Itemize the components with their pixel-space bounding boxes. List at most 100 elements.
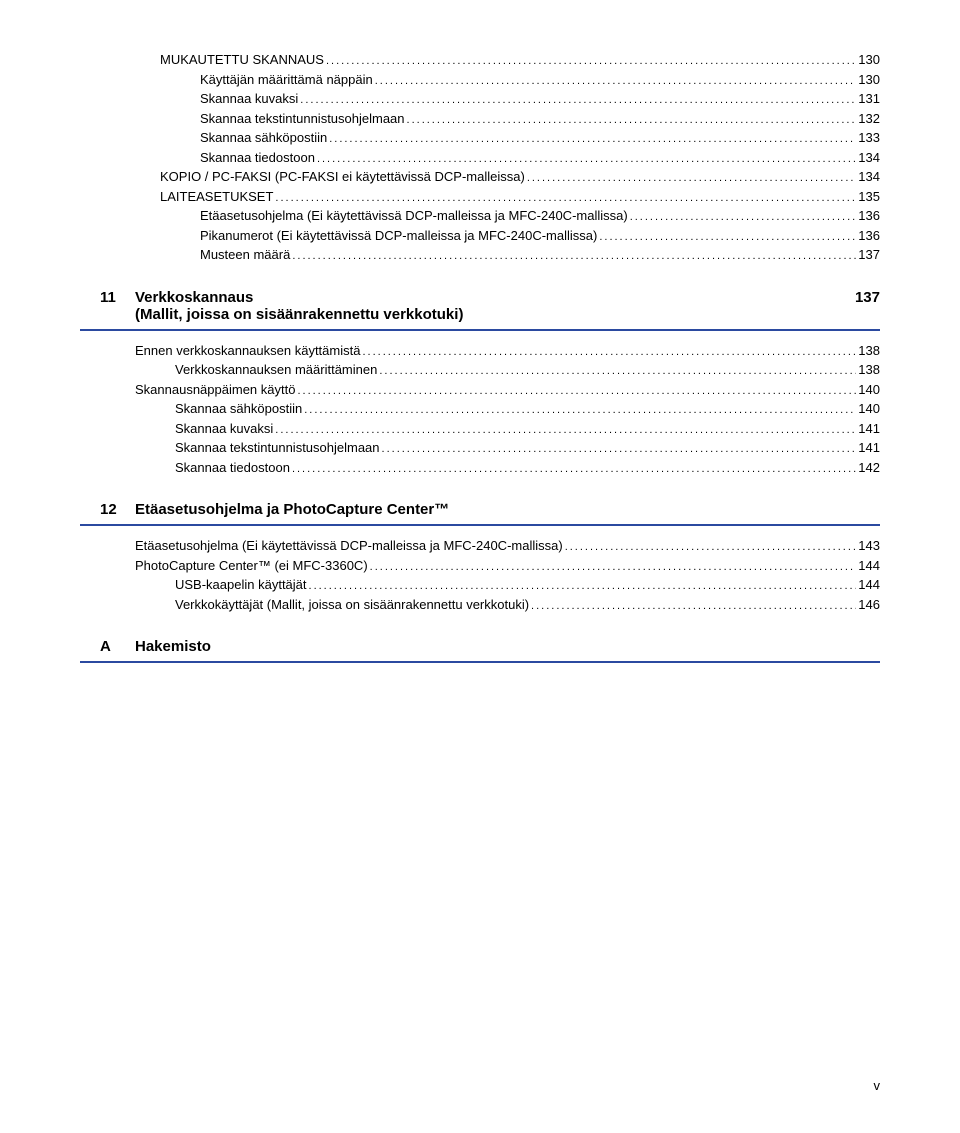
- toc-label: Pikanumerot (Ei käytettävissä DCP-mallei…: [200, 226, 597, 246]
- toc-page: 135: [858, 187, 880, 207]
- toc-leader-dots: [527, 167, 856, 187]
- section-A: A Hakemisto: [80, 638, 880, 663]
- toc-row: Skannaa tiedostoon 142: [80, 458, 880, 478]
- toc-label: Skannaa tiedostoon: [175, 458, 290, 478]
- toc-row: Skannausnäppäimen käyttö 140: [80, 380, 880, 400]
- toc-leader-dots: [292, 458, 856, 478]
- toc-label: Skannaa sähköpostiin: [175, 399, 302, 419]
- toc-label: Etäasetusohjelma (Ei käytettävissä DCP-m…: [135, 536, 563, 556]
- toc-label: LAITEASETUKSET: [160, 187, 273, 207]
- toc-page: 136: [858, 226, 880, 246]
- toc-leader-dots: [565, 536, 857, 556]
- toc-leader-dots: [379, 360, 856, 380]
- toc-row: Verkkokäyttäjät (Mallit, joissa on sisää…: [80, 595, 880, 615]
- toc-row: PhotoCapture Center™ (ei MFC-3360C)144: [80, 556, 880, 576]
- toc-label: Verkkoskannauksen määrittäminen: [175, 360, 377, 380]
- section-title: Verkkoskannaus (Mallit, joissa on sisään…: [135, 289, 855, 323]
- toc-leader-dots: [326, 50, 856, 70]
- toc-label: Ennen verkkoskannauksen käyttämistä: [135, 341, 360, 361]
- toc-page: 138: [858, 360, 880, 380]
- section-11: 11 Verkkoskannaus (Mallit, joissa on sis…: [80, 289, 880, 478]
- toc-row: Skannaa tekstintunnistusohjelmaan 132: [80, 109, 880, 129]
- section-title: Hakemisto: [135, 638, 880, 655]
- toc-label: Etäasetusohjelma (Ei käytettävissä DCP-m…: [200, 206, 628, 226]
- toc-page: 144: [858, 556, 880, 576]
- section-heading: A Hakemisto: [80, 638, 880, 655]
- toc-row: Käyttäjän määrittämä näppäin 130: [80, 70, 880, 90]
- section-number: 12: [80, 501, 135, 518]
- toc-page: 137: [858, 245, 880, 265]
- toc-page: 144: [858, 575, 880, 595]
- toc-label: USB-kaapelin käyttäjät: [175, 575, 307, 595]
- toc-leader-dots: [362, 341, 856, 361]
- toc-label: MUKAUTETTU SKANNAUS: [160, 50, 324, 70]
- toc-page: 130: [858, 50, 880, 70]
- section-heading: 12 Etäasetusohjelma ja PhotoCapture Cent…: [80, 501, 880, 518]
- toc-row: Etäasetusohjelma (Ei käytettävissä DCP-m…: [80, 536, 880, 556]
- toc-leader-dots: [300, 89, 856, 109]
- toc-leader-dots: [297, 380, 856, 400]
- toc-leader-dots: [375, 70, 857, 90]
- toc-page: 132: [858, 109, 880, 129]
- toc-leader-dots: [275, 187, 856, 207]
- toc-label: Skannaa tekstintunnistusohjelmaan: [175, 438, 380, 458]
- toc-page: 140: [858, 380, 880, 400]
- section-number: A: [80, 638, 135, 655]
- toc-page: 141: [858, 438, 880, 458]
- toc-row: Etäasetusohjelma (Ei käytettävissä DCP-m…: [80, 206, 880, 226]
- toc-leader-dots: [407, 109, 857, 129]
- toc-page: 134: [858, 148, 880, 168]
- toc-page: 142: [858, 458, 880, 478]
- toc-row: Pikanumerot (Ei käytettävissä DCP-mallei…: [80, 226, 880, 246]
- toc-row: LAITEASETUKSET 135: [80, 187, 880, 207]
- toc-row: Skannaa tekstintunnistusohjelmaan 141: [80, 438, 880, 458]
- toc-page: 140: [858, 399, 880, 419]
- toc-leader-dots: [329, 128, 856, 148]
- toc-leader-dots: [370, 556, 857, 576]
- toc-row: Ennen verkkoskannauksen käyttämistä 138: [80, 341, 880, 361]
- section-rule: [80, 524, 880, 526]
- toc-label: KOPIO / PC-FAKSI (PC-FAKSI ei käytettävi…: [160, 167, 525, 187]
- toc-row: USB-kaapelin käyttäjät 144: [80, 575, 880, 595]
- toc-label: Skannaa tekstintunnistusohjelmaan: [200, 109, 405, 129]
- toc-leader-dots: [304, 399, 856, 419]
- toc-row: Skannaa sähköpostiin 133: [80, 128, 880, 148]
- section-title-line1: Verkkoskannaus: [135, 289, 253, 306]
- toc-page: 143: [858, 536, 880, 556]
- toc-label: Musteen määrä: [200, 245, 290, 265]
- toc-label: Skannausnäppäimen käyttö: [135, 380, 295, 400]
- toc-page: 134: [858, 167, 880, 187]
- section-number: 11: [80, 289, 135, 306]
- section-title-line2: (Mallit, joissa on sisäänrakennettu verk…: [135, 306, 463, 323]
- toc-label: Käyttäjän määrittämä näppäin: [200, 70, 373, 90]
- toc-leader-dots: [309, 575, 857, 595]
- toc-leader-dots: [382, 438, 857, 458]
- section-12: 12 Etäasetusohjelma ja PhotoCapture Cent…: [80, 501, 880, 614]
- section-heading: 11 Verkkoskannaus (Mallit, joissa on sis…: [80, 289, 880, 323]
- toc-leader-dots: [292, 245, 856, 265]
- toc-label: Verkkokäyttäjät (Mallit, joissa on sisää…: [175, 595, 529, 615]
- toc-page: 131: [858, 89, 880, 109]
- toc-row: Musteen määrä 137: [80, 245, 880, 265]
- toc-leader-dots: [275, 419, 856, 439]
- toc-leader-dots: [630, 206, 857, 226]
- toc-label: Skannaa tiedostoon: [200, 148, 315, 168]
- toc-page: 141: [858, 419, 880, 439]
- toc-page: 133: [858, 128, 880, 148]
- section-rule: [80, 661, 880, 663]
- page-footer: v: [874, 1078, 881, 1093]
- toc-row: Skannaa kuvaksi 131: [80, 89, 880, 109]
- toc-label: Skannaa kuvaksi: [200, 89, 298, 109]
- toc-label: Skannaa sähköpostiin: [200, 128, 327, 148]
- toc-leader-dots: [317, 148, 856, 168]
- section-title: Etäasetusohjelma ja PhotoCapture Center™: [135, 501, 880, 518]
- toc-label: Skannaa kuvaksi: [175, 419, 273, 439]
- toc-row: KOPIO / PC-FAKSI (PC-FAKSI ei käytettävi…: [80, 167, 880, 187]
- toc-page: 130: [858, 70, 880, 90]
- section-title-page: 137: [855, 289, 880, 306]
- toc-leader-dots: [599, 226, 856, 246]
- toc-page: 138: [858, 341, 880, 361]
- toc-page: 146: [858, 595, 880, 615]
- toc-page: 136: [858, 206, 880, 226]
- toc-row: MUKAUTETTU SKANNAUS 130: [80, 50, 880, 70]
